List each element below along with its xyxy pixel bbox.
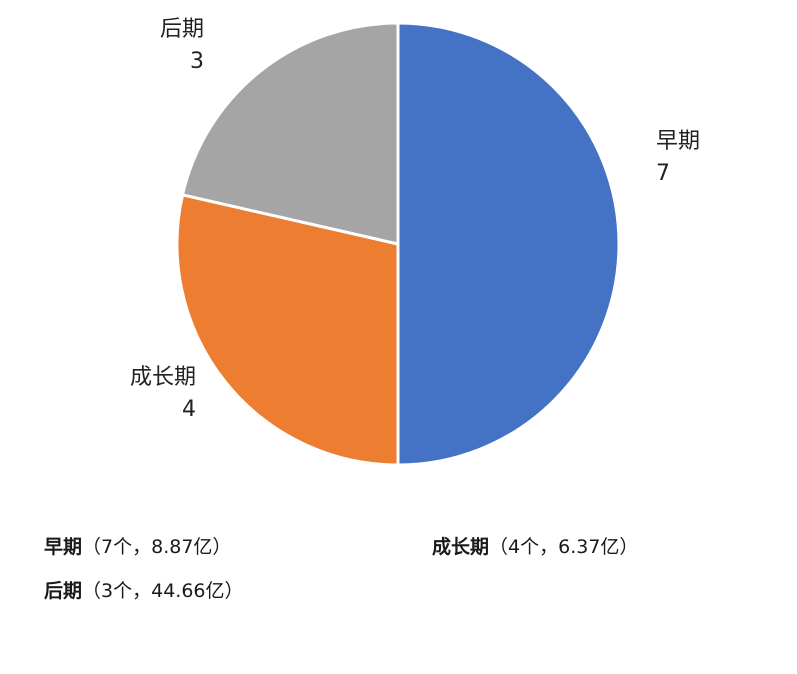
slice-label-late-value: 3 — [190, 49, 204, 74]
legend-early-name: 早期 — [44, 536, 83, 558]
legend-early-detail: （7个，8.87亿） — [82, 536, 232, 558]
pie-chart: 早期 7 成长期 4 后期 3 — [130, 17, 700, 467]
pie-slice-growth — [175, 193, 400, 467]
legend-item-late: 后期（3个，44.66亿） — [44, 576, 244, 603]
legend-item-growth: 成长期（4个，6.37亿） — [432, 532, 638, 559]
legend-item-early: 早期（7个，8.87亿） — [44, 532, 231, 559]
pie-slice-early — [396, 21, 621, 467]
slice-label-late-category: 后期 — [160, 17, 204, 42]
slice-label-growth-category: 成长期 — [130, 365, 196, 390]
legend-late-name: 后期 — [44, 580, 83, 602]
slice-label-growth-value: 4 — [182, 397, 196, 422]
legend-growth-detail: （4个，6.37亿） — [489, 536, 639, 558]
slice-label-early-value: 7 — [656, 161, 670, 186]
pie-slice-late — [181, 21, 400, 246]
legend-late-detail: （3个，44.66亿） — [82, 580, 244, 602]
slice-label-early-category: 早期 — [656, 129, 700, 154]
legend-growth-name: 成长期 — [432, 536, 490, 558]
